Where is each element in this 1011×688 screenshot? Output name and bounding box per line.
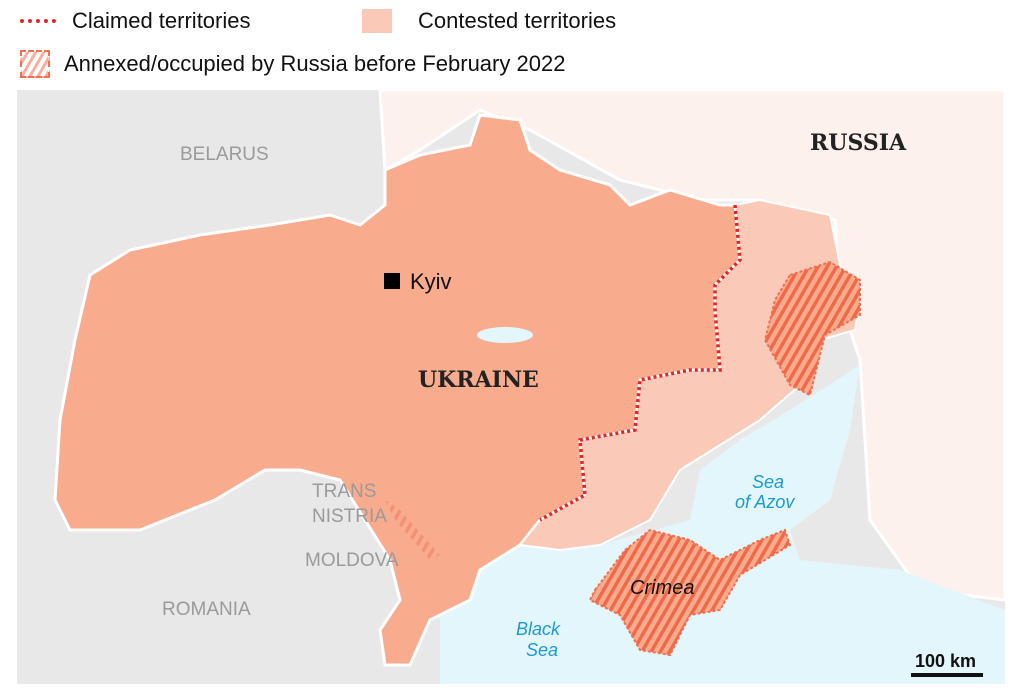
kyiv-reservoir — [477, 327, 533, 343]
romania-label: ROMANIA — [162, 599, 251, 620]
black-sea-label-1: Black — [516, 619, 561, 639]
kyiv-marker — [384, 273, 400, 289]
legend-contested: Contested territories — [362, 8, 616, 34]
claimed-line — [539, 204, 742, 522]
legend: Claimed territories Contested territorie… — [0, 0, 1011, 90]
black-sea — [440, 365, 1005, 684]
black-sea-label-2: Sea — [526, 640, 558, 660]
crimea-annexed — [588, 528, 792, 657]
scale-bar — [911, 673, 983, 677]
crimea-label: Crimea — [630, 577, 694, 599]
azov-label-1: Sea — [752, 472, 784, 492]
kyiv-label: Kyiv — [410, 269, 452, 294]
ukraine-label: UKRAINE — [418, 367, 539, 393]
legend-claimed-label: Claimed territories — [72, 8, 251, 33]
transnistria-label-2: NISTRIA — [312, 506, 387, 527]
russia-label: RUSSIA — [810, 130, 907, 156]
scale-label: 100 km — [915, 651, 976, 671]
transnistria-label-1: TRANS — [312, 481, 376, 502]
legend-contested-label: Contested territories — [418, 8, 617, 33]
azov-label-2: of Azov — [735, 492, 795, 512]
belarus-label: BELARUS — [180, 144, 269, 165]
moldova-label: MOLDOVA — [305, 550, 399, 571]
claimed-line-swatch — [20, 19, 56, 23]
contested-swatch — [362, 9, 392, 33]
annexed-swatch — [20, 50, 50, 78]
donbas-annexed — [763, 260, 861, 397]
legend-annexed-label: Annexed/occupied by Russia before Februa… — [64, 51, 566, 76]
legend-annexed: Annexed/occupied by Russia before Februa… — [20, 50, 565, 78]
legend-claimed: Claimed territories — [20, 8, 251, 34]
map: Kyiv BELARUS RUSSIA UKRAINE TRANS NISTRI… — [17, 90, 1005, 684]
transnistria-hatch — [385, 500, 440, 560]
